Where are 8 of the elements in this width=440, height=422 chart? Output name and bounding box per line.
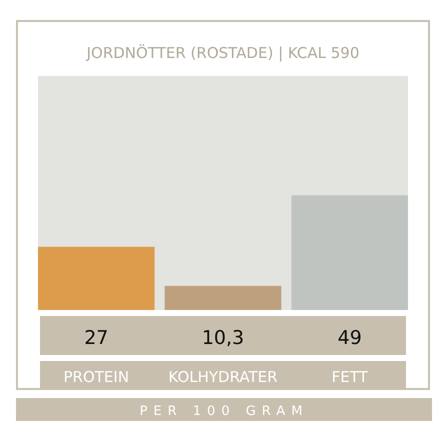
chart-title: JORDNÖTTER (ROSTADE) | KCAL 590 [86,44,360,62]
data-label: 27 [84,327,108,349]
data-label: 10,3 [202,327,244,349]
x-tick-label: PROTEIN [64,368,130,386]
x-tick-label: FETT [332,368,369,386]
text: PER 100 GRAM [140,404,308,419]
data-label: 49 [338,327,362,349]
x-tick-label: KOLHYDRATER [168,368,278,386]
